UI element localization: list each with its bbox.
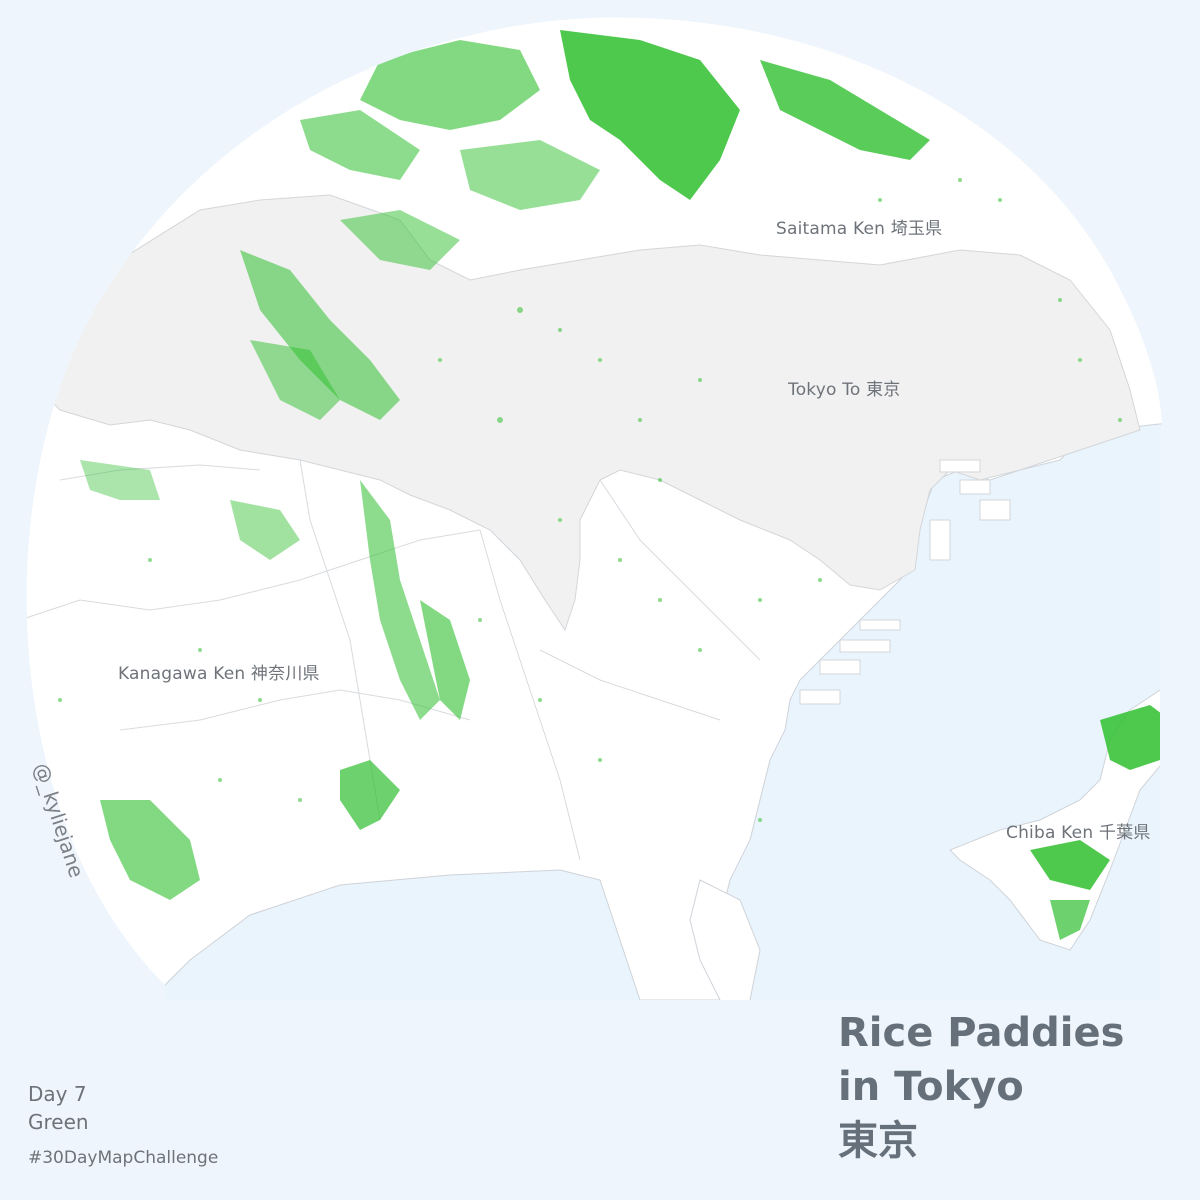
land-miura [689,879,771,1000]
rice-paddy-clusters [80,30,1162,940]
region-label-kanagawa: Kanagawa Ken 神奈川県 [118,664,320,684]
region-label-chiba: Chiba Ken 千葉県 [1006,823,1151,843]
port-piers [799,459,1011,705]
footer: Day 7 Green #30DayMapChallenge [28,1080,218,1172]
title-line-3: 東京 [838,1118,918,1164]
footer-hashtag: #30DayMapChallenge [28,1148,219,1168]
region-label-tokyo: Tokyo To 東京 [788,380,901,400]
rice-paddy-speckles [58,178,1122,822]
title-line-1: Rice Paddies [838,1010,1125,1056]
footer-day: Day 7 [28,1082,87,1106]
region-label-saitama: Saitama Ken 埼玉県 [776,219,943,239]
map-title: Rice Paddies in Tokyo 東京 [838,1006,1124,1168]
footer-theme: Green [28,1110,89,1134]
title-line-2: in Tokyo [838,1064,1024,1110]
